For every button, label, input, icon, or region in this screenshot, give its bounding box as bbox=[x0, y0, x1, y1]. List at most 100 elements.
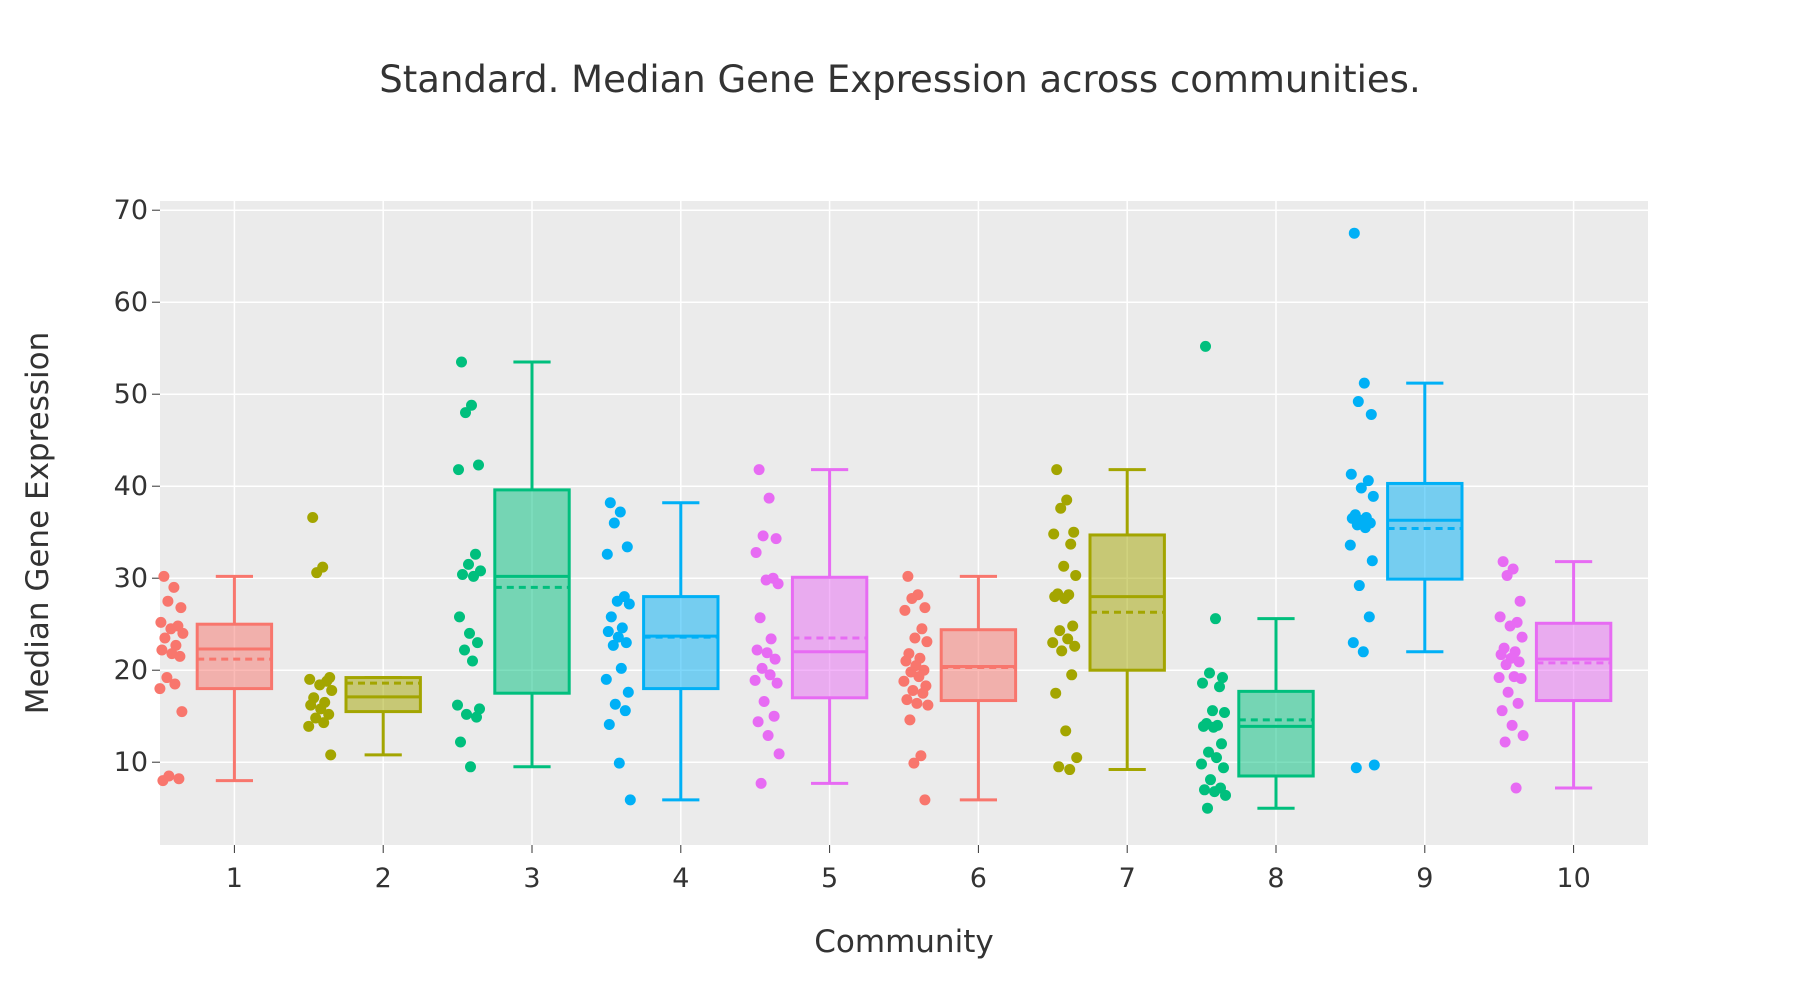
data-point bbox=[459, 644, 471, 656]
data-point bbox=[1506, 719, 1518, 731]
data-point bbox=[315, 703, 327, 715]
iqr-box bbox=[1386, 481, 1464, 581]
data-point bbox=[605, 611, 617, 623]
data-point bbox=[1204, 667, 1216, 679]
data-point bbox=[1216, 738, 1228, 750]
data-point bbox=[919, 602, 931, 614]
data-point bbox=[753, 464, 765, 476]
y-tick-label: 10 bbox=[114, 747, 148, 778]
data-point bbox=[1065, 538, 1077, 550]
data-point bbox=[1502, 686, 1514, 698]
data-point bbox=[1217, 672, 1229, 684]
data-point bbox=[1060, 725, 1072, 737]
data-point bbox=[165, 623, 177, 635]
data-point bbox=[1517, 730, 1529, 742]
data-point bbox=[604, 497, 616, 509]
y-tick-label: 60 bbox=[114, 287, 148, 318]
data-point bbox=[1053, 761, 1065, 773]
data-point bbox=[756, 662, 768, 674]
data-point bbox=[763, 492, 775, 504]
data-point bbox=[174, 650, 186, 662]
data-point bbox=[771, 677, 783, 689]
y-tick-label: 40 bbox=[114, 471, 148, 502]
data-point bbox=[168, 581, 180, 593]
data-point bbox=[1494, 611, 1506, 623]
data-point bbox=[1203, 746, 1215, 758]
data-point bbox=[452, 699, 464, 711]
data-point bbox=[913, 671, 925, 683]
data-point bbox=[323, 708, 335, 720]
data-point bbox=[1061, 494, 1073, 506]
data-point bbox=[1196, 758, 1208, 770]
data-point bbox=[155, 616, 167, 628]
data-point bbox=[765, 633, 777, 645]
data-point bbox=[1198, 720, 1210, 732]
data-point bbox=[1068, 526, 1080, 538]
data-point bbox=[457, 569, 469, 581]
data-point bbox=[764, 669, 776, 681]
data-point bbox=[768, 710, 780, 722]
data-point bbox=[611, 595, 623, 607]
data-point bbox=[1500, 659, 1512, 671]
data-marks bbox=[154, 227, 1613, 814]
data-point bbox=[460, 407, 472, 419]
data-point bbox=[1208, 721, 1220, 733]
data-point bbox=[310, 712, 322, 724]
data-point bbox=[1353, 580, 1365, 592]
data-point bbox=[464, 627, 476, 639]
data-point bbox=[1219, 707, 1231, 719]
data-point bbox=[609, 698, 621, 710]
data-point bbox=[170, 639, 182, 651]
iqr-box bbox=[642, 595, 720, 691]
data-point bbox=[1362, 475, 1374, 487]
box-group-9 bbox=[1344, 227, 1464, 774]
data-point bbox=[162, 595, 174, 607]
box-group-5 bbox=[749, 464, 869, 789]
data-point bbox=[1071, 752, 1083, 764]
iqr-box bbox=[195, 622, 274, 691]
data-point bbox=[466, 399, 478, 411]
data-point bbox=[1355, 482, 1367, 494]
data-point bbox=[755, 777, 767, 789]
data-point bbox=[603, 718, 615, 730]
data-point bbox=[1048, 528, 1060, 540]
data-point bbox=[1211, 752, 1223, 764]
data-point bbox=[607, 639, 619, 651]
data-point bbox=[1218, 762, 1230, 774]
data-point bbox=[456, 356, 468, 368]
data-point bbox=[454, 611, 466, 623]
data-point bbox=[616, 622, 628, 634]
data-point bbox=[318, 717, 330, 729]
data-point bbox=[623, 598, 635, 610]
data-point bbox=[468, 570, 480, 582]
data-point bbox=[467, 655, 479, 667]
data-point bbox=[916, 623, 928, 635]
data-point bbox=[1348, 227, 1360, 239]
box-group-8 bbox=[1196, 340, 1315, 814]
x-tick-label: 2 bbox=[375, 863, 392, 894]
box-group-1 bbox=[154, 570, 274, 787]
data-point bbox=[921, 636, 933, 648]
data-point bbox=[1501, 569, 1513, 581]
data-point bbox=[1513, 656, 1525, 668]
box-group-2 bbox=[303, 511, 422, 761]
data-point bbox=[750, 546, 762, 558]
data-point bbox=[751, 644, 763, 656]
data-point bbox=[621, 541, 633, 553]
x-tick-label: 7 bbox=[1119, 863, 1136, 894]
data-point bbox=[303, 720, 315, 732]
data-point bbox=[177, 627, 189, 639]
data-point bbox=[601, 548, 613, 560]
data-point bbox=[620, 637, 632, 649]
data-point bbox=[898, 675, 910, 687]
y-tick-label: 20 bbox=[114, 655, 148, 686]
data-point bbox=[612, 631, 624, 643]
data-point bbox=[1499, 736, 1511, 748]
data-point bbox=[158, 570, 170, 582]
data-point bbox=[1059, 592, 1071, 604]
data-point bbox=[1055, 502, 1067, 514]
data-point bbox=[1070, 569, 1082, 581]
data-point bbox=[1359, 522, 1371, 534]
data-point bbox=[769, 653, 781, 665]
